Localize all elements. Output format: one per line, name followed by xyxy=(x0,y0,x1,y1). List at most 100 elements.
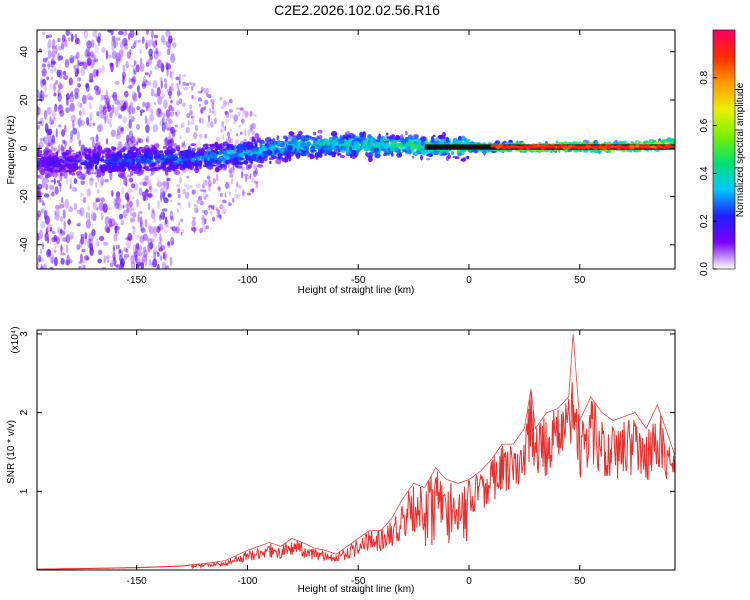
spectrogram-cell xyxy=(139,235,145,244)
spectrogram-cell xyxy=(167,146,173,149)
spectrogram-cell xyxy=(140,111,143,117)
spectrogram-cell xyxy=(168,155,175,160)
spectrogram-cell xyxy=(173,129,177,133)
spectrogram-cell xyxy=(79,176,83,180)
spectrogram-cell xyxy=(138,245,142,252)
spectrogram-cell xyxy=(126,106,131,113)
spectrogram-cell xyxy=(53,249,57,253)
spectrogram-cell xyxy=(60,258,65,265)
spectrogram-cell xyxy=(46,236,50,244)
spectrogram-cell xyxy=(165,136,168,147)
spectrogram-cell xyxy=(39,229,43,240)
spectrogram-cell xyxy=(80,161,86,166)
spectrogram-cell xyxy=(404,147,412,154)
spectrogram-cell xyxy=(58,83,64,90)
spectrogram-cell xyxy=(141,36,145,44)
spectrogram-cell xyxy=(311,138,315,142)
spectrogram-cell xyxy=(119,258,125,267)
spectrogram-cell xyxy=(244,146,248,150)
spectrogram-cell xyxy=(147,242,152,253)
spectrogram-cell xyxy=(65,107,71,113)
spectrogram-cell xyxy=(178,79,181,85)
spectrogram-cell xyxy=(127,205,131,215)
spectrogram-cell xyxy=(41,242,44,250)
spectrogram-cell xyxy=(153,246,157,255)
spectrogram-cell xyxy=(82,172,87,178)
spectrogram-cell xyxy=(117,112,121,118)
spectrogram-cell xyxy=(145,189,149,193)
spectrogram-cell xyxy=(189,185,193,189)
spectrogram-cell xyxy=(203,143,211,147)
spectrogram-cell xyxy=(150,91,155,97)
spectrogram-cell xyxy=(57,226,61,232)
spectrogram-cell xyxy=(227,149,235,155)
spectrogram-cell xyxy=(173,231,178,235)
spectrogram-cell xyxy=(64,198,69,209)
spectrogram-cell xyxy=(189,110,193,116)
spectrogram-cell xyxy=(72,127,78,135)
spectrogram-cell xyxy=(165,41,171,48)
spectrogram-cell xyxy=(123,101,127,111)
spectrogram-cell xyxy=(102,106,107,116)
spectrogram-cell xyxy=(110,62,114,73)
spectrogram-cell xyxy=(128,177,134,183)
spectrogram-cell xyxy=(77,77,82,82)
spectrogram-cell xyxy=(180,125,183,129)
spectrogram-cell xyxy=(330,130,338,137)
spectrogram-cell xyxy=(121,186,124,195)
spectrogram-cell xyxy=(390,147,395,152)
spectrogram-cell xyxy=(115,244,121,250)
spectrogram-cell xyxy=(266,149,273,156)
spectrogram-cell xyxy=(275,158,282,165)
spectrogram-cell xyxy=(230,178,234,185)
spectrogram-cell xyxy=(60,171,63,177)
spectrogram-cell xyxy=(196,203,198,209)
spectrogram-cell xyxy=(98,149,106,154)
spectrogram-cell xyxy=(47,249,51,257)
spectrogram-cell xyxy=(207,94,212,99)
spectrogram-cell xyxy=(55,164,60,168)
spectrogram-cell xyxy=(58,69,63,79)
spectrogram-cell xyxy=(74,33,78,39)
spectrogram-cell xyxy=(236,181,239,188)
spectrogram-cell xyxy=(49,227,53,232)
spectrogram-cell xyxy=(68,231,75,240)
spectrogram-cell xyxy=(161,122,166,132)
spectrogram-cell xyxy=(179,135,182,140)
spectrogram-cell xyxy=(426,153,433,157)
spectrogram-cell xyxy=(258,149,264,153)
spectrogram-cell xyxy=(168,193,172,198)
spectrogram-cell xyxy=(159,237,163,245)
spectrogram-cell xyxy=(92,155,99,161)
spectrogram-cell xyxy=(37,254,42,263)
spectrogram-cell xyxy=(562,146,569,150)
spectrogram-cell xyxy=(115,55,121,60)
spectrogram-cell xyxy=(295,152,301,159)
spectrogram-cell xyxy=(47,61,50,70)
spectrogram-cell xyxy=(104,94,109,100)
spectrogram-cell xyxy=(172,42,177,48)
spectrogram-cell xyxy=(132,42,137,48)
spectrogram-cell xyxy=(177,194,181,199)
spectrogram-cell xyxy=(369,141,373,145)
spectrogram-cell xyxy=(531,144,538,148)
spectrogram-cell xyxy=(397,139,401,143)
spectrogram-cell xyxy=(129,49,132,55)
spectrogram-cell xyxy=(170,226,174,230)
spectrogram-cell xyxy=(316,135,320,140)
spectrogram-cell xyxy=(174,169,181,175)
spectrogram-cell xyxy=(79,207,85,217)
spectrogram-cell xyxy=(367,134,372,139)
spectrogram-cell xyxy=(50,50,56,61)
spectrogram-cell xyxy=(148,258,152,267)
colorbar-gradient xyxy=(712,29,736,270)
spectrogram-cell xyxy=(289,131,295,136)
spectrogram-cell xyxy=(205,225,209,230)
spectrogram-cell xyxy=(146,105,149,111)
spectrogram-cell xyxy=(193,132,198,139)
spectrogram-cell xyxy=(94,146,97,152)
spectrogram-cell xyxy=(203,87,207,94)
spectrogram-cell xyxy=(207,179,212,188)
spectrogram-cell xyxy=(37,158,42,162)
colorbar-tick-label: 0.2 xyxy=(699,214,710,228)
